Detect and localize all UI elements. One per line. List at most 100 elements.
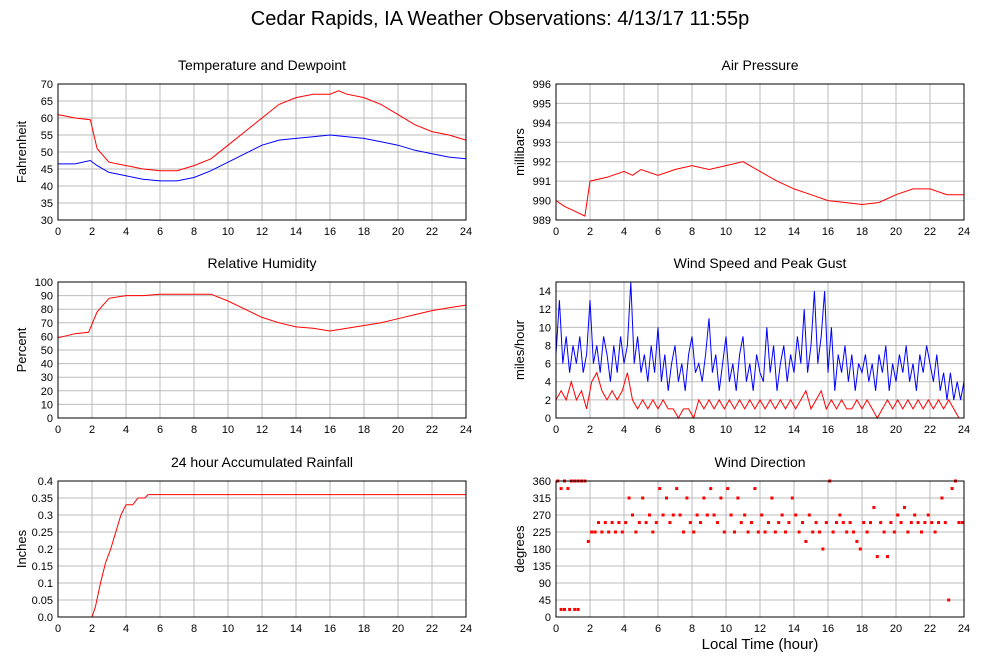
data-point xyxy=(586,539,590,543)
x-tick-label: 2 xyxy=(587,226,593,238)
y-tick-label: 996 xyxy=(533,79,551,91)
y-tick-label: 70 xyxy=(41,79,53,91)
series-line-red xyxy=(555,161,964,217)
data-point xyxy=(685,496,689,500)
data-point xyxy=(627,496,631,500)
data-point xyxy=(675,487,679,491)
plot-frame xyxy=(555,480,965,618)
data-point xyxy=(784,530,787,534)
x-tick-label: 10 xyxy=(720,424,732,436)
data-point xyxy=(736,496,740,500)
data-point xyxy=(770,496,774,500)
y-tick-label: 90 xyxy=(41,291,53,303)
series-line-red xyxy=(555,371,964,420)
y-axis-label: millibars xyxy=(512,128,527,176)
series-line-red xyxy=(57,90,467,172)
x-tick-label: 10 xyxy=(222,424,234,436)
series-line-blue xyxy=(58,134,467,182)
x-tick-label: 18 xyxy=(358,424,370,436)
data-point xyxy=(702,496,706,500)
data-point xyxy=(705,513,709,517)
data-point xyxy=(811,530,815,534)
y-tick-label: 70 xyxy=(41,318,53,330)
data-point xyxy=(957,521,961,525)
x-tick-label: 24 xyxy=(460,226,472,238)
x-tick-label: 12 xyxy=(754,623,766,635)
y-tick-label: 0 xyxy=(47,413,53,425)
x-tick-label: 12 xyxy=(754,424,766,436)
y-tick-label: 2 xyxy=(545,395,551,407)
y-tick-label: 991 xyxy=(533,176,551,188)
data-point xyxy=(852,530,855,534)
x-tick-label: 24 xyxy=(958,623,970,635)
data-point xyxy=(889,521,893,525)
data-point xyxy=(855,539,859,543)
data-point xyxy=(835,521,838,525)
y-tick-label: 60 xyxy=(41,331,53,343)
data-point xyxy=(620,530,624,534)
y-tick-label: 0.05 xyxy=(32,595,53,607)
data-point xyxy=(920,530,923,534)
data-point xyxy=(648,513,651,517)
data-point xyxy=(695,513,699,517)
y-tick-label: 0.3 xyxy=(38,510,53,522)
data-point xyxy=(624,521,628,525)
x-tick-label: 4 xyxy=(621,623,627,635)
y-tick-label: 8 xyxy=(545,340,551,352)
data-point xyxy=(960,521,964,525)
x-tick-label: 24 xyxy=(460,623,472,635)
data-point xyxy=(726,487,730,491)
chart-title: Wind Direction xyxy=(714,454,805,470)
data-point xyxy=(753,487,757,491)
data-point xyxy=(818,530,821,534)
data-point xyxy=(841,521,845,525)
data-point xyxy=(896,513,900,517)
data-point xyxy=(678,513,682,517)
series-line-red xyxy=(57,293,467,339)
data-point xyxy=(814,521,818,525)
x-tick-label: 14 xyxy=(290,424,302,436)
data-point xyxy=(760,513,764,517)
y-axis-label: miles/hour xyxy=(512,319,527,380)
y-tick-label: 360 xyxy=(533,476,551,488)
x-tick-label: 2 xyxy=(89,623,95,635)
data-point xyxy=(712,513,716,517)
data-point xyxy=(892,530,896,534)
data-point xyxy=(699,521,702,525)
data-point xyxy=(787,521,791,525)
x-tick-label: 22 xyxy=(426,623,438,635)
data-point xyxy=(940,496,944,500)
x-tick-label: 22 xyxy=(426,226,438,238)
series-line-red xyxy=(58,494,466,618)
data-point xyxy=(824,521,828,525)
data-point xyxy=(634,530,638,534)
data-point xyxy=(600,530,604,534)
chart-title: Air Pressure xyxy=(721,57,798,73)
data-point xyxy=(614,530,617,534)
y-tick-label: 4 xyxy=(545,377,551,389)
data-point xyxy=(930,521,934,525)
x-tick-label: 24 xyxy=(958,424,970,436)
y-tick-label: 0.4 xyxy=(38,476,53,488)
chart-title: Temperature and Dewpoint xyxy=(178,57,346,73)
data-point xyxy=(906,530,910,534)
x-tick-label: 2 xyxy=(587,623,593,635)
x-tick-label: 16 xyxy=(324,226,336,238)
data-point xyxy=(821,547,825,551)
y-axis-label: Percent xyxy=(14,327,29,372)
y-tick-label: 180 xyxy=(533,544,551,556)
y-tick-label: 30 xyxy=(41,372,53,384)
y-tick-label: 12 xyxy=(539,304,551,316)
data-point xyxy=(651,530,655,534)
data-point xyxy=(729,513,733,517)
data-point xyxy=(566,487,570,491)
x-tick-label: 12 xyxy=(754,226,766,238)
x-tick-label: 16 xyxy=(822,226,834,238)
data-point xyxy=(590,530,594,534)
x-tick-label: 4 xyxy=(123,424,129,436)
x-tick-label: 22 xyxy=(924,226,936,238)
x-tick-label: 16 xyxy=(822,424,834,436)
y-axis-label: Inches xyxy=(14,529,29,568)
data-point xyxy=(671,513,675,517)
